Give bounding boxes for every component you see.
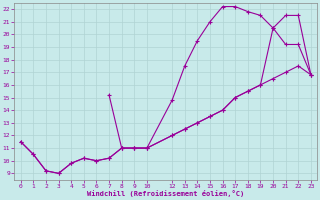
X-axis label: Windchill (Refroidissement éolien,°C): Windchill (Refroidissement éolien,°C) (87, 190, 244, 197)
